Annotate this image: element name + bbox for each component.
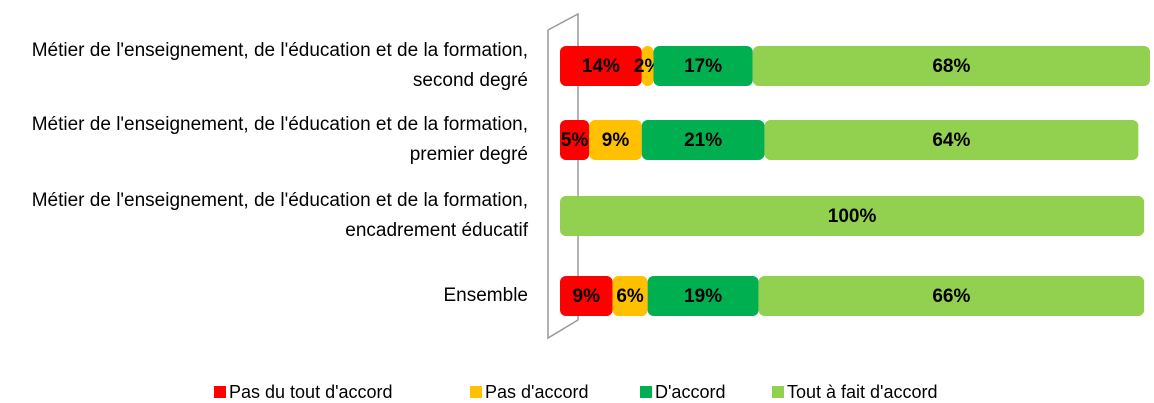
legend-label: Tout à fait d'accord bbox=[787, 382, 938, 402]
data-label: 21% bbox=[684, 130, 722, 151]
bar-segment bbox=[560, 120, 590, 160]
bar-segment bbox=[641, 120, 765, 160]
bar-segment bbox=[752, 46, 1150, 86]
data-label: 66% bbox=[932, 286, 970, 307]
bar-segment bbox=[641, 46, 654, 86]
legend-swatch bbox=[470, 386, 482, 398]
legend-swatch bbox=[214, 386, 226, 398]
legend-label: Pas du tout d'accord bbox=[229, 382, 393, 402]
chart-wall bbox=[547, 12, 579, 340]
data-label: 19% bbox=[684, 286, 722, 307]
data-label: 14% bbox=[582, 56, 620, 77]
category-label: Métier de l'enseignement, de l'éducation… bbox=[31, 114, 528, 165]
legend-label: Pas d'accord bbox=[485, 382, 589, 402]
bar-segment bbox=[589, 120, 642, 160]
bar-segment bbox=[560, 276, 613, 316]
data-label: 6% bbox=[616, 286, 644, 307]
category-label: Métier de l'enseignement, de l'éducation… bbox=[31, 190, 528, 241]
data-label: 64% bbox=[932, 130, 970, 151]
bar-segment bbox=[758, 276, 1145, 316]
legend-swatch bbox=[772, 386, 784, 398]
category-label: Métier de l'enseignement, de l'éducation… bbox=[31, 40, 528, 91]
bar-segment bbox=[560, 196, 1145, 236]
data-label: 9% bbox=[573, 286, 601, 307]
legend-label: D'accord bbox=[655, 382, 725, 402]
category-label: Ensemble bbox=[443, 285, 529, 306]
data-label: 68% bbox=[932, 56, 970, 77]
bar-segment bbox=[612, 276, 648, 316]
data-label: 100% bbox=[828, 206, 877, 227]
bar-segment bbox=[560, 46, 642, 86]
bar-segment bbox=[647, 276, 759, 316]
data-label: 5% bbox=[561, 130, 589, 151]
data-label: 17% bbox=[684, 56, 722, 77]
data-label: 9% bbox=[602, 130, 630, 151]
bar-segment bbox=[653, 46, 753, 86]
bar-segment bbox=[764, 120, 1139, 160]
legend-swatch bbox=[640, 386, 652, 398]
